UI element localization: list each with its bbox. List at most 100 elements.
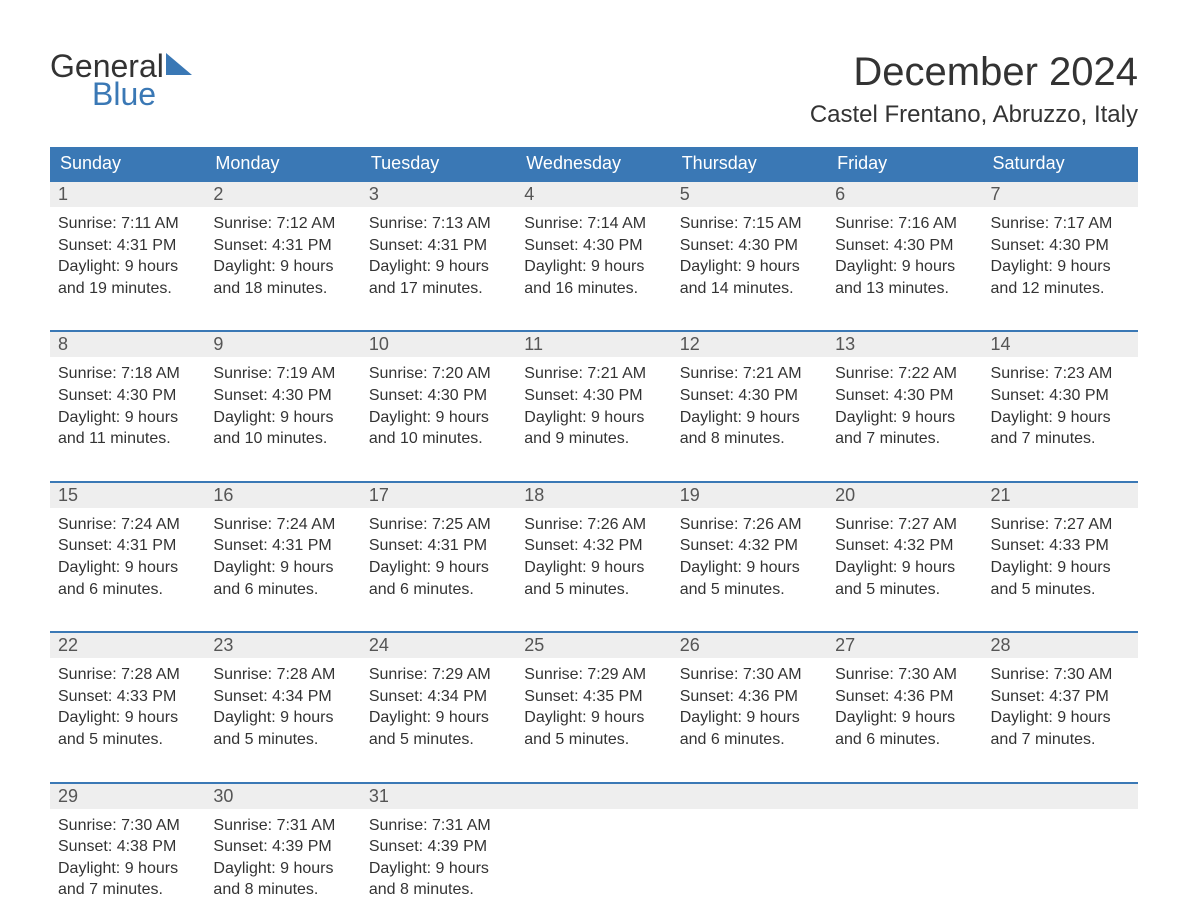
day-day2: and 7 minutes. xyxy=(58,879,197,901)
calendar-day-cell: 12Sunrise: 7:21 AMSunset: 4:30 PMDayligh… xyxy=(672,331,827,457)
day-number xyxy=(516,784,671,809)
calendar-day-cell xyxy=(672,783,827,909)
day-sunset: Sunset: 4:30 PM xyxy=(369,385,508,407)
month-year-title: December 2024 xyxy=(810,50,1138,95)
day-number: 8 xyxy=(50,332,205,357)
day-number: 7 xyxy=(983,182,1138,207)
day-number: 1 xyxy=(50,182,205,207)
day-body: Sunrise: 7:18 AMSunset: 4:30 PMDaylight:… xyxy=(50,357,205,457)
day-body: Sunrise: 7:26 AMSunset: 4:32 PMDaylight:… xyxy=(516,508,671,608)
day-number: 25 xyxy=(516,633,671,658)
calendar-day-cell: 25 Sunrise: 7:29 AMSunset: 4:35 PMDayligh… xyxy=(516,632,671,758)
calendar-table: Sunday Monday Tuesday Wednesday Thursday… xyxy=(50,147,1138,909)
day-number: 12 xyxy=(672,332,827,357)
day-day1: Daylight: 9 hours xyxy=(680,557,819,579)
day-day1: Daylight: 9 hours xyxy=(213,407,352,429)
day-sunrise: Sunrise: 7:20 AM xyxy=(369,363,508,385)
day-day1: Daylight: 9 hours xyxy=(524,707,663,729)
calendar-day-cell: 18Sunrise: 7:26 AMSunset: 4:32 PMDayligh… xyxy=(516,482,671,608)
day-number: 30 xyxy=(205,784,360,809)
page-header: General Blue December 2024 Castel Frenta… xyxy=(50,50,1138,129)
day-day1: Daylight: 9 hours xyxy=(369,557,508,579)
day-sunset: Sunset: 4:32 PM xyxy=(680,535,819,557)
calendar-day-cell xyxy=(827,783,982,909)
day-sunrise: Sunrise: 7:25 AM xyxy=(369,514,508,536)
day-sunset: Sunset: 4:30 PM xyxy=(524,385,663,407)
day-sunrise: Sunrise: 7:27 AM xyxy=(991,514,1130,536)
day-sunrise: Sunrise: 7:31 AM xyxy=(213,815,352,837)
day-sunrise: Sunrise: 7:29 AM xyxy=(369,664,508,686)
day-number: 22 xyxy=(50,633,205,658)
day-number: 23 xyxy=(205,633,360,658)
day-day1: Daylight: 9 hours xyxy=(213,557,352,579)
day-sunset: Sunset: 4:30 PM xyxy=(680,385,819,407)
day-day1: Daylight: 9 hours xyxy=(991,557,1130,579)
day-body: Sunrise: 7:27 AMSunset: 4:33 PMDaylight:… xyxy=(983,508,1138,608)
week-spacer xyxy=(50,307,1138,331)
day-body: Sunrise: 7:12 AMSunset: 4:31 PMDaylight:… xyxy=(205,207,360,307)
day-day1: Daylight: 9 hours xyxy=(835,407,974,429)
day-sunrise: Sunrise: 7:22 AM xyxy=(835,363,974,385)
day-sunrise: Sunrise: 7:21 AM xyxy=(524,363,663,385)
day-body: Sunrise: 7:29 AMSunset: 4:34 PMDaylight:… xyxy=(361,658,516,758)
day-sunset: Sunset: 4:30 PM xyxy=(58,385,197,407)
day-day1: Daylight: 9 hours xyxy=(680,707,819,729)
day-day1: Daylight: 9 hours xyxy=(524,256,663,278)
day-day2: and 9 minutes. xyxy=(524,428,663,450)
calendar-day-cell: 9Sunrise: 7:19 AMSunset: 4:30 PMDaylight… xyxy=(205,331,360,457)
day-day1: Daylight: 9 hours xyxy=(369,858,508,880)
day-body xyxy=(827,809,982,899)
dow-wednesday: Wednesday xyxy=(516,147,671,181)
calendar-week-row: 15Sunrise: 7:24 AMSunset: 4:31 PMDayligh… xyxy=(50,482,1138,608)
day-number: 9 xyxy=(205,332,360,357)
day-sunrise: Sunrise: 7:29 AM xyxy=(524,664,663,686)
day-day1: Daylight: 9 hours xyxy=(58,407,197,429)
day-day1: Daylight: 9 hours xyxy=(835,557,974,579)
day-number: 19 xyxy=(672,483,827,508)
day-day2: and 17 minutes. xyxy=(369,278,508,300)
day-body: Sunrise: 7:16 AMSunset: 4:30 PMDaylight:… xyxy=(827,207,982,307)
calendar-day-cell: 10Sunrise: 7:20 AMSunset: 4:30 PMDayligh… xyxy=(361,331,516,457)
day-day2: and 14 minutes. xyxy=(680,278,819,300)
day-number: 29 xyxy=(50,784,205,809)
day-sunset: Sunset: 4:31 PM xyxy=(369,535,508,557)
day-sunrise: Sunrise: 7:23 AM xyxy=(991,363,1130,385)
day-sunset: Sunset: 4:39 PM xyxy=(213,836,352,858)
calendar-day-cell: 21Sunrise: 7:27 AMSunset: 4:33 PMDayligh… xyxy=(983,482,1138,608)
day-body xyxy=(516,809,671,899)
calendar-day-cell: 2Sunrise: 7:12 AMSunset: 4:31 PMDaylight… xyxy=(205,181,360,307)
day-day2: and 6 minutes. xyxy=(835,729,974,751)
day-day2: and 10 minutes. xyxy=(213,428,352,450)
calendar-week-row: 22Sunrise: 7:28 AMSunset: 4:33 PMDayligh… xyxy=(50,632,1138,758)
week-spacer xyxy=(50,608,1138,632)
day-number: 3 xyxy=(361,182,516,207)
day-day1: Daylight: 9 hours xyxy=(680,407,819,429)
day-day2: and 5 minutes. xyxy=(680,579,819,601)
title-block: December 2024 Castel Frentano, Abruzzo, … xyxy=(810,50,1138,129)
day-body xyxy=(672,809,827,899)
day-sunrise: Sunrise: 7:26 AM xyxy=(524,514,663,536)
week-spacer xyxy=(50,759,1138,783)
calendar-week-row: 8Sunrise: 7:18 AMSunset: 4:30 PMDaylight… xyxy=(50,331,1138,457)
day-number: 2 xyxy=(205,182,360,207)
calendar-day-cell xyxy=(983,783,1138,909)
day-sunrise: Sunrise: 7:21 AM xyxy=(680,363,819,385)
calendar-day-cell: 22Sunrise: 7:28 AMSunset: 4:33 PMDayligh… xyxy=(50,632,205,758)
day-body: Sunrise: 7:21 AMSunset: 4:30 PMDaylight:… xyxy=(672,357,827,457)
day-day1: Daylight: 9 hours xyxy=(58,707,197,729)
sail-icon xyxy=(166,53,192,75)
day-body: Sunrise: 7:14 AMSunset: 4:30 PMDaylight:… xyxy=(516,207,671,307)
day-number: 18 xyxy=(516,483,671,508)
day-body: Sunrise: 7:28 AMSunset: 4:33 PMDaylight:… xyxy=(50,658,205,758)
day-sunset: Sunset: 4:35 PM xyxy=(524,686,663,708)
day-day2: and 13 minutes. xyxy=(835,278,974,300)
day-sunrise: Sunrise: 7:16 AM xyxy=(835,213,974,235)
calendar-day-cell: 17Sunrise: 7:25 AMSunset: 4:31 PMDayligh… xyxy=(361,482,516,608)
day-body: Sunrise: 7:20 AMSunset: 4:30 PMDaylight:… xyxy=(361,357,516,457)
day-number: 21 xyxy=(983,483,1138,508)
calendar-day-cell: 19Sunrise: 7:26 AMSunset: 4:32 PMDayligh… xyxy=(672,482,827,608)
day-day2: and 18 minutes. xyxy=(213,278,352,300)
day-day1: Daylight: 9 hours xyxy=(835,707,974,729)
day-sunrise: Sunrise: 7:11 AM xyxy=(58,213,197,235)
calendar-day-cell xyxy=(516,783,671,909)
